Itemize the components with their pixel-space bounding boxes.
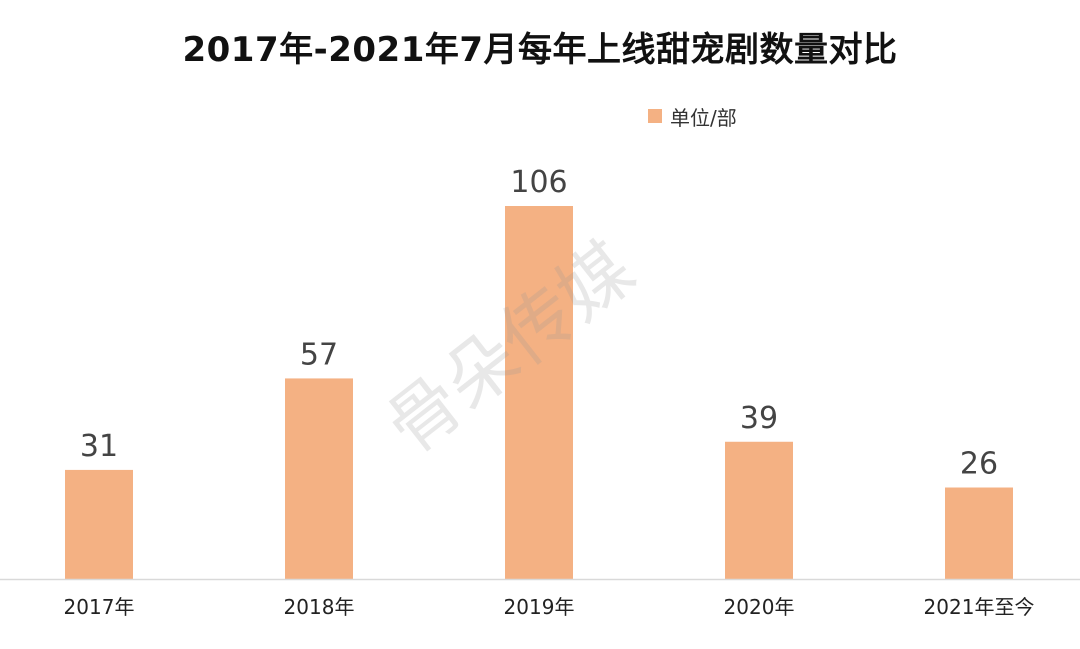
category-label: 2021年至今 (924, 595, 1035, 619)
legend-label: 单位/部 (670, 105, 737, 130)
bar-1 (285, 378, 353, 579)
bar-value-label: 39 (740, 401, 778, 436)
legend-swatch (648, 109, 662, 123)
bar-3 (725, 441, 793, 579)
category-label: 2020年 (724, 595, 795, 619)
bar-value-label: 106 (510, 165, 567, 200)
bar-value-label: 26 (960, 447, 998, 482)
bar-value-label: 31 (80, 429, 118, 464)
category-label: 2017年 (64, 595, 135, 619)
bars-group (65, 206, 1013, 579)
category-label: 2018年 (284, 595, 355, 619)
bar-value-label: 57 (300, 337, 338, 372)
bar-4 (945, 487, 1013, 579)
category-label: 2019年 (504, 595, 575, 619)
chart-title: 2017年-2021年7月每年上线甜宠剧数量对比 (182, 30, 898, 70)
bar-0 (65, 469, 133, 579)
bar-2 (505, 206, 573, 579)
labels-group: 31 2017年 57 2018年 106 2019年 39 2020年 26 2021年至今 (64, 165, 1035, 619)
legend: 单位/部 (648, 103, 737, 130)
